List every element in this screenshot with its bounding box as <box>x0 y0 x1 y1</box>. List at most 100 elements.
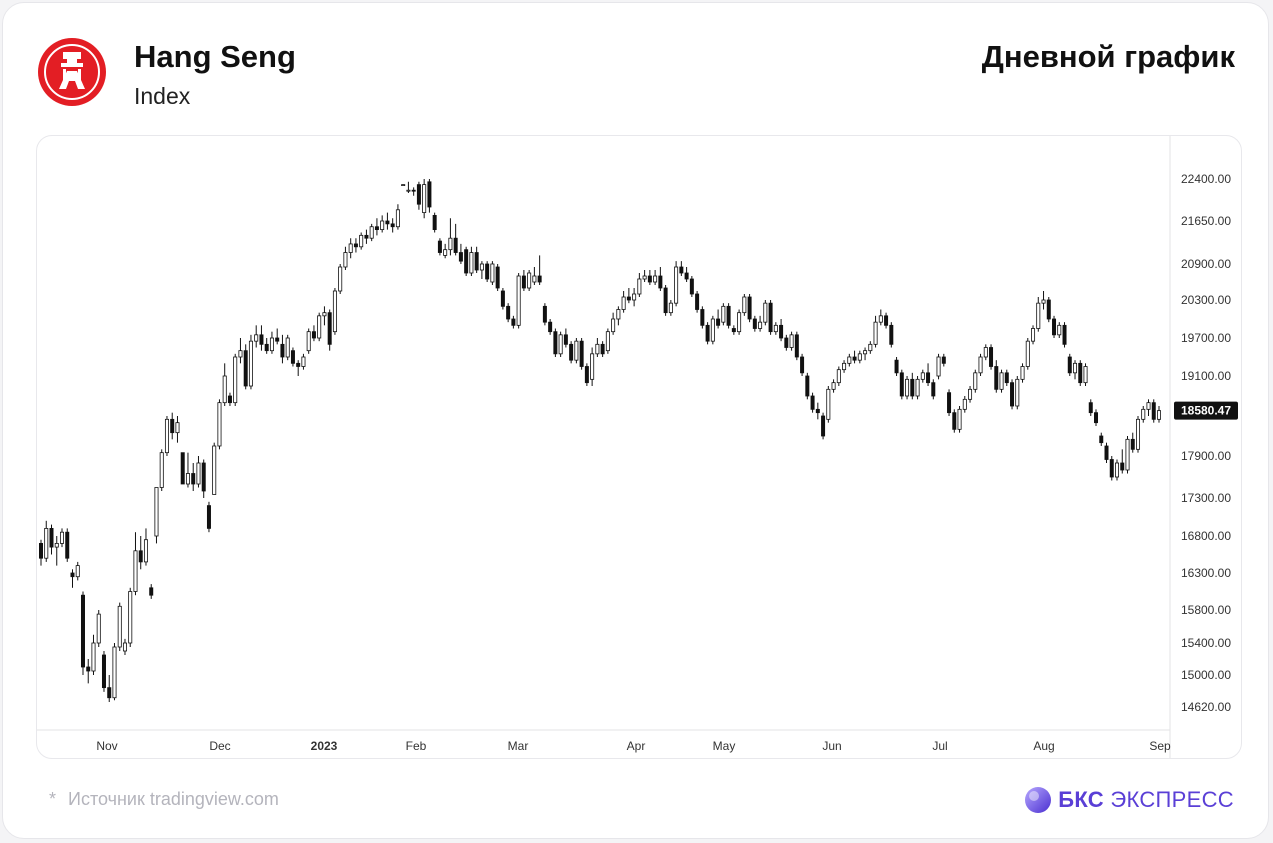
candle-body <box>653 275 658 283</box>
candle-body <box>91 642 96 672</box>
candle-body <box>117 605 122 648</box>
candle-body <box>957 408 962 430</box>
candle-body <box>80 594 85 668</box>
candle-body <box>637 278 642 295</box>
candle-body <box>889 324 894 345</box>
candle-body <box>427 181 432 208</box>
candle-body <box>1120 462 1125 471</box>
candle-body <box>222 375 227 404</box>
candle-body <box>579 340 584 367</box>
candle-body <box>254 334 259 342</box>
candle-body <box>500 290 505 307</box>
candle-body <box>374 226 379 230</box>
candle-body <box>101 654 106 689</box>
candle-body <box>668 302 673 314</box>
candle-body <box>595 343 600 355</box>
candle-body <box>1057 324 1062 336</box>
candle-body <box>65 531 70 559</box>
candle-body <box>395 209 400 228</box>
candle-body <box>1046 299 1051 320</box>
x-tick-label: May <box>713 739 736 753</box>
y-tick-label: 15800.00 <box>1181 603 1231 617</box>
candle-body <box>353 243 358 248</box>
candle-body <box>852 356 857 361</box>
candle-body <box>537 275 542 283</box>
candle-body <box>584 366 589 384</box>
candle-body <box>296 362 301 367</box>
candle-body <box>983 347 988 358</box>
y-tick-label: 14620.00 <box>1181 700 1231 714</box>
candle-body <box>122 642 127 652</box>
x-tick-label: Nov <box>96 739 117 753</box>
candle-body <box>947 392 952 414</box>
candle-body <box>1088 402 1093 414</box>
candle-body <box>437 240 442 253</box>
y-tick-label: 16800.00 <box>1181 529 1231 543</box>
candle-body <box>1141 408 1146 420</box>
candle-body <box>432 215 437 231</box>
candle-body <box>453 237 458 253</box>
candle-body <box>752 318 757 329</box>
candle-body <box>416 184 421 205</box>
candle-body <box>1146 402 1151 410</box>
source-note: * Источник tradingview.com <box>49 789 279 810</box>
candle-body <box>495 266 500 289</box>
candle-body <box>1094 412 1099 424</box>
candle-body <box>810 395 815 410</box>
candle-body <box>175 422 180 434</box>
x-tick-label: Apr <box>627 739 646 753</box>
brand-text: БКС ЭКСПРЕСС <box>1058 787 1234 813</box>
brand-strong: БКС <box>1058 787 1104 812</box>
source-text: Источник tradingview.com <box>68 789 279 809</box>
candle-body <box>558 334 563 355</box>
candle-body <box>390 223 395 228</box>
candle-body <box>689 278 694 295</box>
candle-body <box>422 184 427 213</box>
last-price-label: 18580.47 <box>1181 404 1231 418</box>
candle-body <box>290 350 295 364</box>
x-tick-label: Sep <box>1149 739 1171 753</box>
y-tick-label: 22400.00 <box>1181 172 1231 186</box>
candle-body <box>70 572 75 578</box>
candle-body <box>710 318 715 342</box>
candle-body <box>873 321 878 345</box>
candle-body <box>311 331 316 339</box>
candle-body <box>1015 378 1020 407</box>
candle-body <box>1125 438 1130 471</box>
candle-body <box>1062 324 1067 345</box>
candle-body <box>521 275 526 289</box>
candle-body <box>805 375 810 397</box>
candle-body <box>663 287 668 314</box>
candle-body <box>128 591 133 644</box>
candle-body <box>332 290 337 333</box>
candle-body <box>1109 459 1114 478</box>
x-tick-label: Dec <box>209 739 230 753</box>
candle-body <box>164 418 169 454</box>
candle-body <box>233 356 238 404</box>
candle-body <box>868 343 873 352</box>
candles-group <box>39 179 1162 702</box>
candle-body <box>1067 356 1072 374</box>
y-tick-label: 16300.00 <box>1181 566 1231 580</box>
candle-body <box>542 305 547 323</box>
source-star: * <box>49 789 57 809</box>
candle-body <box>616 309 621 320</box>
candle-body <box>999 372 1004 390</box>
candle-body <box>133 550 138 592</box>
candle-body <box>191 473 196 485</box>
y-tick-label: 15400.00 <box>1181 636 1231 650</box>
candle-body <box>275 337 280 342</box>
candle-body <box>679 266 684 274</box>
candle-body <box>611 318 616 333</box>
candle-body <box>385 220 390 225</box>
candle-body <box>773 324 778 333</box>
chart-frame: 22400.00 21650.00 20900.00 20300.00 19700.00… <box>36 135 1242 759</box>
last-price-tag: 18580.47 <box>1174 401 1238 420</box>
candle-body <box>464 249 469 274</box>
candle-body <box>238 350 243 358</box>
candle-body <box>926 372 931 384</box>
x-tick-label: Jul <box>932 739 947 753</box>
candle-body <box>485 263 490 280</box>
candle-body <box>1010 382 1015 407</box>
candle-body <box>348 243 353 253</box>
